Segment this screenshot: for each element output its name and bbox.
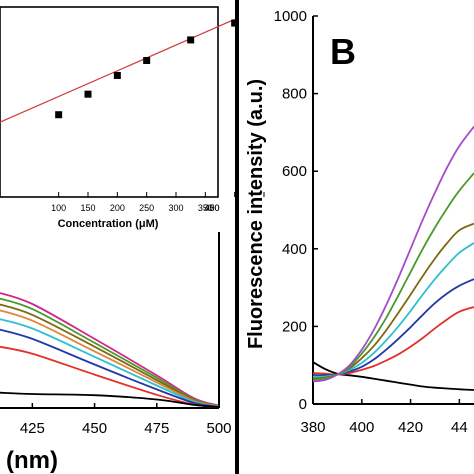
panel-a-series-line-4: [0, 309, 220, 408]
panel-b-x-tick-label: 400: [349, 419, 374, 436]
panel-b-x-tick-label: 380: [300, 419, 325, 436]
panel-b-x-tick-label: 420: [398, 419, 423, 436]
panel-a-x-tick-label: 475: [144, 420, 169, 437]
inset-data-point-5: [187, 36, 195, 44]
panel-a-series-line-8: [0, 391, 220, 409]
panel-b: B Fluorescence intensity (a.u.) 0 200 400 6…: [245, 8, 474, 436]
panel-b-series-line-6: [312, 172, 474, 381]
inset-data-point-2: [84, 90, 92, 98]
inset-x-tick-label: 300: [168, 203, 183, 213]
panel-b-label: B: [330, 31, 356, 72]
panel-a-x-tick-label: 425: [20, 420, 45, 437]
inset-data-point-1: [55, 111, 63, 119]
inset-x-tick-label: 400: [204, 203, 219, 213]
inset-data-point-4: [143, 56, 151, 64]
panel-b-y-tick-label: 800: [282, 86, 307, 103]
panel-b-series-line-7: [312, 126, 474, 383]
panel-b-x-tick-label: 44: [451, 419, 468, 436]
inset-frame: [0, 6, 219, 198]
panel-b-y-tick-label: 200: [282, 318, 307, 335]
panel-b-y-axis-title: Fluorescence intensity (a.u.): [245, 79, 267, 349]
panel-a-series-line-5: [0, 318, 220, 408]
panel-b-series-line-3: [312, 278, 474, 377]
panel-b-series-line-2: [312, 306, 474, 376]
inset-data-point-6: [231, 19, 239, 27]
panel-b-y-tick-label: 1000: [274, 8, 307, 25]
panel-a-main: 425 450 475 500 (nm): [0, 232, 232, 474]
inset-x-axis-title: Concentration (μM): [58, 218, 159, 230]
panel-a-series-line-2: [0, 297, 220, 407]
inset-x-tick-label: 450: [204, 203, 219, 213]
inset-data-point-3: [113, 71, 121, 79]
inset-x-tick-label: 150: [80, 203, 95, 213]
panel-a-series-line-1: [0, 292, 220, 407]
inset-x-tick-label: 100: [51, 203, 66, 213]
inset-x-tick-label: 250: [139, 203, 154, 213]
panel-b-y-tick-label: 0: [299, 396, 307, 413]
inset-fit-line: [0, 18, 235, 123]
panel-b-series-line-1: [312, 361, 474, 391]
panel-a-x-axis-title: (nm): [6, 447, 58, 474]
panel-b-series-line-5: [312, 222, 474, 380]
panel-b-y-tick-label: 600: [282, 163, 307, 180]
panel-a-series-line-6: [0, 328, 220, 408]
inset-x-tick-label: 200: [110, 203, 125, 213]
panel-a-x-tick-label: 500: [206, 420, 231, 437]
panel-a-x-tick-label: 450: [82, 420, 107, 437]
panel-b-y-tick-label: 400: [282, 241, 307, 258]
inset-x-tick-label: 350: [198, 203, 213, 213]
